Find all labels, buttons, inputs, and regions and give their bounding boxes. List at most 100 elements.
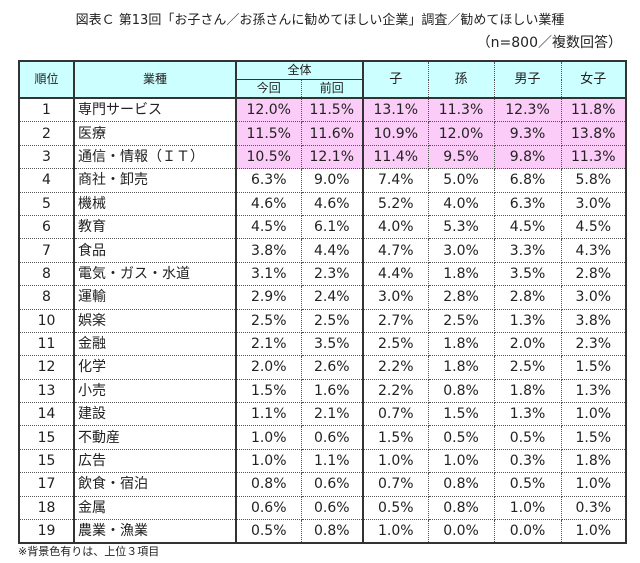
header-industry: 業種 [73,60,237,99]
value-cell-female: 1.0% [560,519,627,544]
value-cell-male: 2.8% [493,285,562,310]
value-cell-current: 1.0% [235,425,302,450]
industry-cell: 飲食・宿泊 [73,472,237,497]
industry-cell: 小売 [73,378,237,404]
value-cell-male: 0.0% [493,519,562,544]
value-cell-previous: 1.6% [300,378,365,404]
rank-cell: 1 [18,97,75,123]
value-cell-grandchild: 5.3% [427,214,495,240]
table-row: 14 建設 1.1% 2.1% 0.7% 1.5% 1.3% 1.0% [18,402,627,427]
value-cell-previous: 0.6% [300,495,365,521]
value-cell-current: 1.5% [235,378,302,404]
value-cell-child: 1.0% [362,448,429,474]
value-cell-current: 1.0% [235,448,302,474]
value-cell-male: 0.5% [493,425,562,450]
value-cell-male: 1.3% [493,402,562,427]
value-cell-female: 3.8% [560,308,627,333]
value-cell-child: 0.5% [362,495,429,521]
header-male: 男子 [493,60,562,99]
value-cell-previous: 12.1% [300,144,365,170]
value-cell-grandchild: 0.5% [427,425,495,450]
value-cell-child: 1.0% [362,519,429,544]
rank-cell: 2 [18,121,75,146]
value-cell-previous: 2.6% [300,355,365,380]
value-cell-male: 3.3% [493,238,562,263]
value-cell-child: 0.7% [362,402,429,427]
value-cell-child: 2.2% [362,378,429,404]
table-title: 図表Ｃ 第13回「お子さん／お孫さんに勧めてほしい企業」調査／勧めてほしい業種 [75,13,565,28]
table-row: 13 小売 1.5% 1.6% 2.2% 0.8% 1.8% 1.3% [18,378,627,404]
header-child: 子 [362,60,429,99]
value-cell-current: 2.0% [235,355,302,380]
value-cell-male: 9.8% [493,144,562,170]
value-cell-grandchild: 1.8% [427,261,495,287]
value-cell-female: 3.0% [560,285,627,310]
rank-cell: 11 [18,331,75,357]
header-female: 女子 [560,60,627,99]
value-cell-previous: 2.1% [300,402,365,427]
table-row: 19 農業・漁業 0.5% 0.8% 1.0% 0.0% 0.0% 1.0% [18,519,627,544]
value-cell-previous: 0.6% [300,472,365,497]
header-overall: 全体 [235,60,365,80]
value-cell-female: 1.5% [560,355,627,380]
value-cell-grandchild: 0.8% [427,378,495,404]
value-cell-grandchild: 5.0% [427,168,495,193]
value-cell-child: 4.7% [362,238,429,263]
value-cell-male: 2.5% [493,355,562,380]
table-subtitle: （n=800／複数回答） [476,35,622,51]
value-cell-grandchild: 12.0% [427,121,495,146]
value-cell-female: 11.8% [560,97,627,123]
value-cell-male: 0.3% [493,448,562,474]
value-cell-male: 6.8% [493,168,562,193]
value-cell-male: 6.3% [493,191,562,216]
value-cell-child: 10.9% [362,121,429,146]
rank-cell: 8 [18,261,75,287]
industry-cell: 食品 [73,238,237,263]
value-cell-grandchild: 11.3% [427,97,495,123]
value-cell-current: 0.6% [235,495,302,521]
value-cell-male: 0.5% [493,472,562,497]
value-cell-female: 13.8% [560,121,627,146]
table-row: 17 飲食・宿泊 0.8% 0.6% 0.7% 0.8% 0.5% 1.0% [18,472,627,497]
rank-cell: 19 [18,519,75,544]
industry-cell: 農業・漁業 [73,519,237,544]
value-cell-current: 12.0% [235,97,302,123]
value-cell-male: 1.3% [493,308,562,333]
table-row: 12 化学 2.0% 2.6% 2.2% 1.8% 2.5% 1.5% [18,355,627,380]
value-cell-female: 1.3% [560,378,627,404]
table-row: 4 商社・卸売 6.3% 9.0% 7.4% 5.0% 6.8% 5.8% [18,168,627,193]
value-cell-current: 6.3% [235,168,302,193]
value-cell-grandchild: 2.5% [427,308,495,333]
table-row: 15 不動産 1.0% 0.6% 1.5% 0.5% 0.5% 1.5% [18,425,627,450]
value-cell-grandchild: 1.8% [427,355,495,380]
value-cell-previous: 2.5% [300,308,365,333]
industry-cell: 金属 [73,495,237,521]
value-cell-female: 1.0% [560,402,627,427]
value-cell-previous: 1.1% [300,448,365,474]
industry-cell: 通信・情報（ＩＴ） [73,144,237,170]
industry-cell: 建設 [73,402,237,427]
value-cell-male: 1.8% [493,378,562,404]
value-cell-current: 2.5% [235,308,302,333]
table-row: 2 医療 11.5% 11.6% 10.9% 12.0% 9.3% 13.8% [18,121,627,146]
table-row: 11 金融 2.1% 3.5% 2.5% 1.8% 2.0% 2.3% [18,331,627,357]
value-cell-female: 2.3% [560,331,627,357]
rank-cell: 13 [18,378,75,404]
rank-cell: 5 [18,191,75,216]
table-row: 7 食品 3.8% 4.4% 4.7% 3.0% 3.3% 4.3% [18,238,627,263]
value-cell-current: 3.1% [235,261,302,287]
value-cell-female: 1.8% [560,448,627,474]
rank-cell: 14 [18,402,75,427]
table-row: 1 専門サービス 12.0% 11.5% 13.1% 11.3% 12.3% 11.8% [18,97,627,123]
value-cell-grandchild: 9.5% [427,144,495,170]
value-cell-female: 1.0% [560,472,627,497]
value-cell-male: 4.5% [493,214,562,240]
industry-cell: 娯楽 [73,308,237,333]
value-cell-current: 2.9% [235,285,302,310]
value-cell-grandchild: 1.8% [427,331,495,357]
value-cell-grandchild: 3.0% [427,238,495,263]
value-cell-female: 0.3% [560,495,627,521]
value-cell-male: 12.3% [493,97,562,123]
industry-cell: 医療 [73,121,237,146]
value-cell-male: 9.3% [493,121,562,146]
